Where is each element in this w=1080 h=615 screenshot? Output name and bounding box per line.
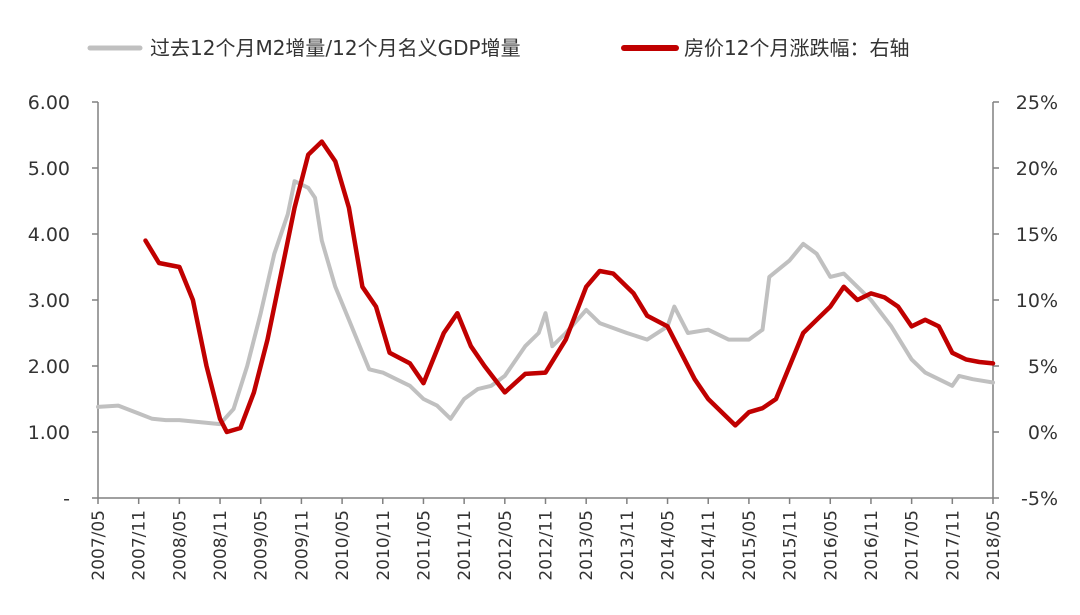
x-tick-label: 2007/11 [130,510,150,581]
series-line-m2_gdp [96,179,995,427]
legend-label-m2_gdp: 过去12个月M2增量/12个月名义GDP增量 [150,36,521,60]
x-tick-label: 2010/05 [333,510,353,581]
x-tick-label: 2009/11 [292,510,312,581]
left-y-tick-label: 2.00 [28,356,70,378]
legend-label-house: 房价12个月涨跌幅：右轴 [684,36,909,60]
right-y-tick-label: 25% [1016,92,1058,114]
x-tick-label: 2015/11 [781,510,801,581]
x-tick-label: 2014/05 [659,510,679,581]
left-y-tick-label: 4.00 [28,224,70,246]
left-y-tick-label: 1.00 [28,422,70,444]
x-tick-label: 2017/11 [943,510,963,581]
x-tick-label: 2018/05 [984,510,1004,581]
series-lines [96,139,996,435]
axes: - 1.00 2.00 3.00 4.00 5.00 6.00 -5% 0% 5% 10% 15% 20… [28,92,1058,581]
x-tick-label: 2009/05 [252,510,272,581]
x-tick-label: 2012/11 [537,510,557,581]
x-tick-label: 2016/05 [821,510,841,581]
series-line-house [143,139,996,435]
left-y-tick-label: 5.00 [28,158,70,180]
x-tick-label: 2008/05 [170,510,190,581]
x-tick-label: 2010/11 [374,510,394,581]
x-tick-label: 2014/11 [699,510,719,581]
x-tick-label: 2015/05 [740,510,760,581]
left-y-tick-label: - [63,488,70,510]
x-tick-label: 2011/11 [455,510,475,581]
x-tick-label: 2016/11 [862,510,882,581]
right-y-tick-label: -5% [1021,488,1058,510]
x-tick-label: 2008/11 [211,510,231,581]
left-y-tick-label: 3.00 [28,290,70,312]
right-y-tick-label: 15% [1016,224,1058,246]
left-y-tick-label: 6.00 [28,92,70,114]
right-y-tick-label: 10% [1016,290,1058,312]
x-tick-label: 2013/05 [577,510,597,581]
right-y-tick-label: 5% [1028,356,1058,378]
x-tick-label: 2011/05 [414,510,434,581]
x-tick-label: 2012/05 [496,510,516,581]
x-tick-label: 2017/05 [903,510,923,581]
x-tick-label: 2013/11 [618,510,638,581]
legend: 过去12个月M2增量/12个月名义GDP增量 房价12个月涨跌幅：右轴 [87,36,909,60]
right-y-tick-label: 20% [1016,158,1058,180]
right-y-tick-label: 0% [1028,422,1058,444]
x-tick-label: 2007/05 [89,510,109,581]
